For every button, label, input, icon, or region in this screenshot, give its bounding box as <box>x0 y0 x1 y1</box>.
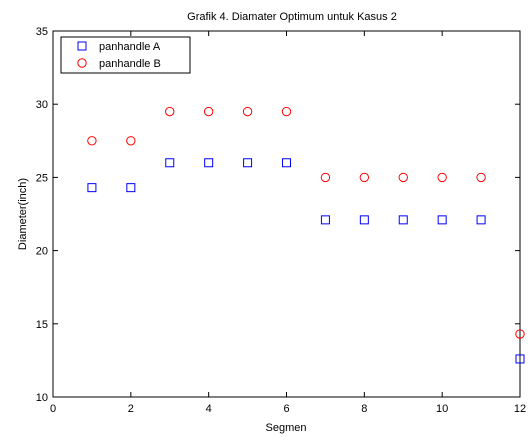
y-axis-label: Diameter(inch) <box>17 178 29 250</box>
x-axis-label: Segmen <box>266 422 307 434</box>
chart-title: Grafik 4. Diamater Optimum untuk Kasus 2 <box>187 11 397 23</box>
point-series-2-6 <box>281 106 292 117</box>
point-series-2-4 <box>203 106 214 117</box>
point-series-2-11 <box>476 172 486 183</box>
plot-area <box>52 30 521 398</box>
point-series-1-1 <box>87 183 97 193</box>
point-series-1-2 <box>126 183 136 193</box>
point-series-2-5 <box>242 106 253 117</box>
point-series-1-4 <box>204 158 214 168</box>
legend-marker-b <box>77 58 87 68</box>
x-tick-label: 8 <box>361 403 367 415</box>
y-tick-label: 20 <box>36 246 48 258</box>
point-series-1-10 <box>437 215 447 225</box>
point-series-2-9 <box>398 172 408 183</box>
axis-ticks: 0 2 4 6 8 10 12 10 15 20 25 30 35 <box>36 26 526 415</box>
y-tick-label: 25 <box>36 172 48 184</box>
point-series-2-12 <box>515 329 525 339</box>
point-series-2-3 <box>165 106 175 117</box>
y-tick-label: 10 <box>36 392 48 404</box>
point-series-1-6 <box>282 158 291 168</box>
x-tick-label: 4 <box>206 403 212 415</box>
legend: panhandle A panhandle B <box>60 36 191 74</box>
point-series-2-7 <box>320 172 331 183</box>
point-series-2-8 <box>359 172 370 183</box>
x-tick-label: 6 <box>283 403 289 415</box>
point-series-1-12 <box>515 354 525 364</box>
point-series-1-11 <box>476 215 486 225</box>
point-series-2-1 <box>87 136 97 146</box>
point-series-1-5 <box>243 158 253 168</box>
y-tick-label: 30 <box>36 99 48 111</box>
y-tick-label: 15 <box>36 319 48 331</box>
x-tick-label: 12 <box>514 403 526 415</box>
x-tick-label: 2 <box>128 403 134 415</box>
point-series-1-7 <box>320 215 330 225</box>
point-series-2-2 <box>126 136 136 146</box>
data-marks <box>87 106 525 364</box>
point-series-1-9 <box>398 215 408 225</box>
legend-marker-a <box>77 41 87 51</box>
point-series-1-8 <box>359 215 369 225</box>
point-series-1-3 <box>165 158 175 168</box>
y-tick-label: 35 <box>36 26 48 38</box>
x-tick-label: 0 <box>50 403 56 415</box>
point-series-2-10 <box>437 172 447 183</box>
legend-label-b: panhandle B <box>99 58 161 70</box>
x-tick-label: 10 <box>436 403 448 415</box>
legend-label-a: panhandle A <box>99 41 161 53</box>
